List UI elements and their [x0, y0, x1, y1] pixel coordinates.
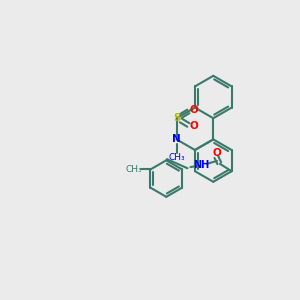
Text: CH₃: CH₃	[125, 165, 142, 174]
Text: CH₃: CH₃	[168, 153, 185, 162]
Text: O: O	[190, 122, 199, 131]
Text: NH: NH	[193, 160, 209, 170]
Text: S: S	[173, 113, 180, 123]
Text: N: N	[172, 134, 181, 144]
Text: O: O	[190, 105, 199, 115]
Text: O: O	[213, 148, 221, 158]
